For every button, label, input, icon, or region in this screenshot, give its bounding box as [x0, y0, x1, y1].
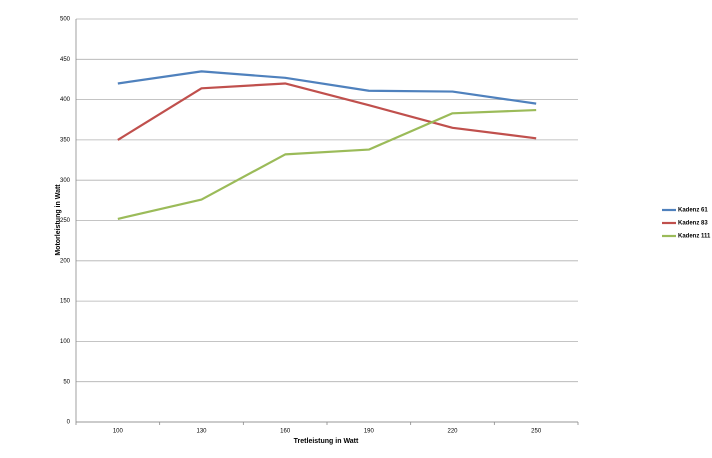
legend-label: Kadenz 61	[678, 208, 708, 214]
legend-label: Kadenz 83	[678, 221, 708, 227]
y-tick-label: 100	[60, 339, 71, 345]
x-tick-label: 160	[280, 429, 291, 435]
y-tick-label: 500	[60, 17, 71, 23]
x-tick-label: 250	[531, 429, 542, 435]
y-axis-title: Motorleistung in Watt	[55, 184, 62, 256]
y-tick-label: 150	[60, 299, 71, 305]
x-axis-title: Tretleistung in Watt	[294, 438, 359, 445]
series-line	[117, 108, 537, 220]
y-tick-label: 450	[60, 57, 71, 63]
x-tick-label: 130	[196, 429, 207, 435]
x-tick-label: 220	[447, 429, 458, 435]
y-tick-label: 350	[60, 137, 71, 143]
series-line	[117, 82, 537, 141]
y-tick-label: 400	[60, 97, 71, 103]
y-tick-label: 50	[63, 379, 70, 385]
y-tick-label: 300	[60, 178, 71, 184]
y-tick-label: 200	[60, 258, 71, 264]
x-tick-label: 100	[113, 429, 124, 435]
x-tick-label: 190	[364, 429, 375, 435]
y-tick-label: 0	[67, 420, 71, 426]
y-tick-label: 250	[60, 218, 71, 224]
legend-label: Kadenz 111	[678, 234, 711, 240]
series-line	[117, 70, 537, 105]
